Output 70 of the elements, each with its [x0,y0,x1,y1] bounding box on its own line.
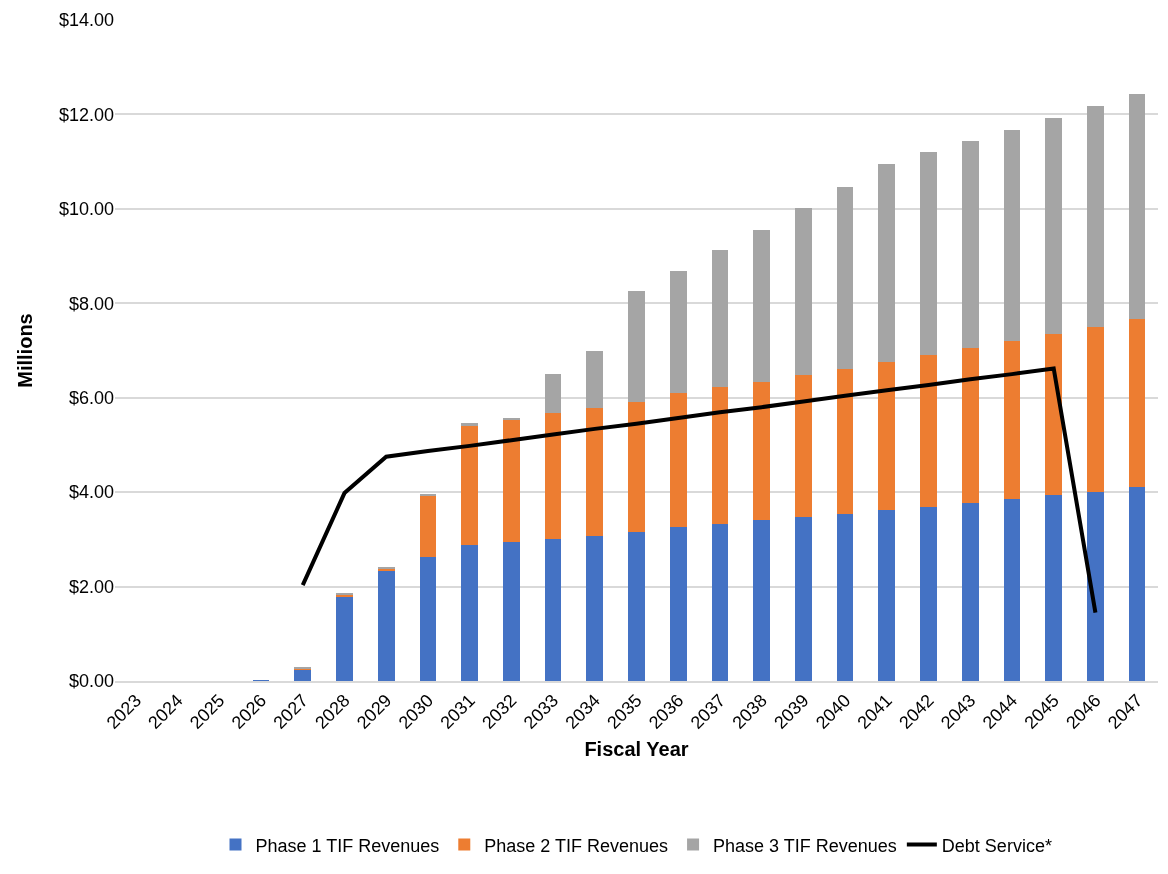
bar [586,407,604,537]
bar [753,520,770,681]
legend-label: Phase 1 TIF Revenues [255,835,440,856]
bar [878,361,896,511]
y-tick-label: $12.00 [58,104,114,125]
line-series [300,366,1098,615]
bar [503,420,520,542]
bar [628,291,645,402]
bar [461,545,478,681]
bar [711,523,729,681]
bar [419,556,437,681]
bar [961,502,979,681]
legend-label: Debt Service* [941,835,1052,856]
bar [1128,319,1146,487]
y-tick-label: $2.00 [68,576,114,597]
bar [669,527,687,681]
bar [544,538,562,681]
y-tick-label: $4.00 [68,482,114,503]
legend-label: Phase 3 TIF Revenues [713,835,897,856]
bar [461,423,478,426]
bar [503,541,520,681]
bar [1045,117,1063,334]
bar [1087,326,1104,492]
bar [836,368,854,514]
bar [711,250,729,388]
bar [1003,129,1021,342]
bar [669,393,687,528]
bar [961,140,979,349]
y-tick-label: $14.00 [58,10,114,31]
bar [419,495,437,557]
bar [1087,491,1104,681]
bar [628,532,645,681]
bar [669,270,687,394]
bar [795,517,812,681]
bar [1003,341,1021,499]
bar [336,596,353,681]
y-tick-label: $10.00 [58,199,114,220]
bar [836,513,854,681]
bar [836,186,854,369]
bar [377,570,395,681]
bar [795,375,812,518]
bar [711,387,729,524]
bar [920,152,937,356]
bar [544,373,562,413]
bar [628,401,645,533]
bar [1128,486,1146,681]
y-tick-label: $8.00 [68,293,114,314]
y-axis-title: Millions [14,313,37,388]
bar [920,355,937,507]
bar [294,669,312,681]
y-tick-label: $0.00 [68,671,114,692]
bar [878,510,896,681]
bar [461,425,478,546]
bar [878,163,896,362]
bar [753,381,770,520]
bar [1128,94,1146,320]
bar [586,350,604,408]
bar [920,506,937,681]
bar [961,348,979,503]
bar [753,230,770,382]
bar [544,412,562,539]
x-axis-title: Fiscal Year [584,737,689,760]
bar [1003,498,1021,681]
legend-label: Phase 2 TIF Revenues [484,835,669,856]
bar [586,536,604,681]
bar [1045,333,1063,496]
bar [795,208,812,376]
bar [1087,105,1104,327]
bar [1045,495,1063,681]
y-tick-label: $6.00 [68,388,114,409]
